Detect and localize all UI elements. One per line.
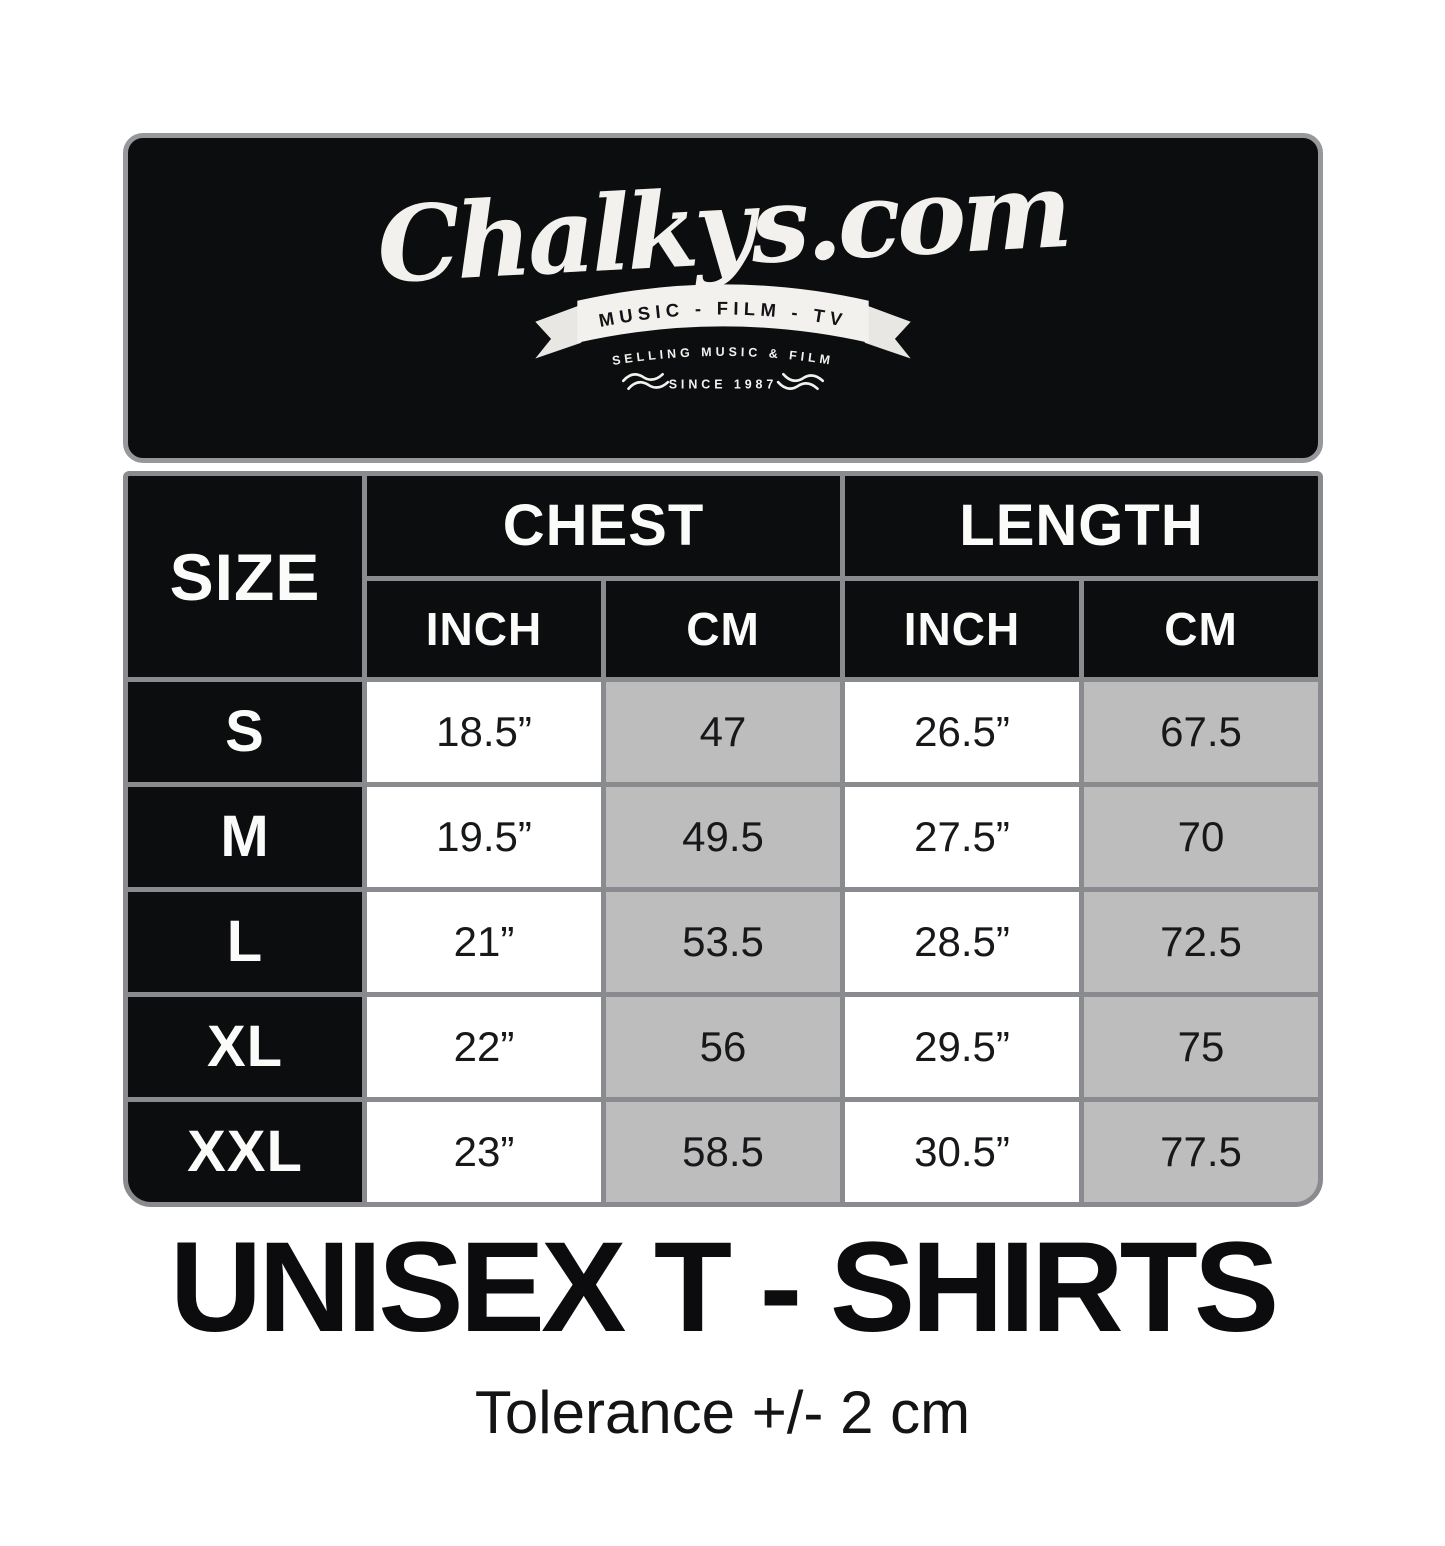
size-column-header: SIZE	[128, 476, 362, 677]
length-inch-value: 26.5”	[845, 682, 1079, 782]
chest-cm-value: 47	[606, 682, 840, 782]
chest-inch-value: 22”	[367, 997, 601, 1097]
ribbon-band-icon	[577, 284, 869, 343]
chest-inch-value: 21”	[367, 892, 601, 992]
chest-inch-header: INCH	[367, 581, 601, 677]
row-size-label: XL	[128, 997, 362, 1097]
row-size-label: M	[128, 787, 362, 887]
flourish-right-icon	[776, 372, 825, 391]
length-cm-value: 77.5	[1084, 1102, 1318, 1202]
length-inch-value: 29.5”	[845, 997, 1079, 1097]
length-cm-value: 75	[1084, 997, 1318, 1097]
row-size-label: L	[128, 892, 362, 992]
length-cm-value: 72.5	[1084, 892, 1318, 992]
tolerance-note: Tolerance +/- 2 cm	[474, 1378, 971, 1446]
chest-cm-value: 58.5	[606, 1102, 840, 1202]
ribbon-banner-icon: MUSIC - FILM - TV SELLING MUSIC & FILM S…	[535, 284, 911, 392]
tagline-text: SELLING MUSIC & FILM	[611, 345, 831, 368]
length-inch-header: INCH	[845, 581, 1079, 677]
size-chart-table: SIZE CHEST LENGTH INCH CM INCH CM S 18.5…	[123, 471, 1323, 1207]
row-size-label: S	[128, 682, 362, 782]
length-cm-value: 70	[1084, 787, 1318, 887]
brand-logo: Chalkys.com	[374, 147, 1072, 308]
since-text: SINCE 1987	[669, 378, 778, 392]
chest-inch-value: 23”	[367, 1102, 601, 1202]
flourish-left-icon	[621, 372, 670, 391]
chest-cm-value: 56	[606, 997, 840, 1097]
chest-cm-value: 49.5	[606, 787, 840, 887]
length-inch-value: 30.5”	[845, 1102, 1079, 1202]
ribbon-banner: MUSIC - FILM - TV SELLING MUSIC & FILM S…	[513, 254, 933, 409]
page-title: UNISEX T - SHIRTS	[169, 1216, 1279, 1359]
chest-inch-value: 18.5”	[367, 682, 601, 782]
ribbon-right-flap-icon	[864, 304, 911, 359]
length-group-header: LENGTH	[845, 476, 1318, 576]
length-inch-value: 28.5”	[845, 892, 1079, 992]
chest-cm-header: CM	[606, 581, 840, 677]
ribbon-left-flap-icon	[535, 304, 582, 359]
chest-group-header: CHEST	[367, 476, 840, 576]
logo-panel: Chalkys.com MUSIC - FILM - TV SELLING MU…	[123, 133, 1323, 463]
svg-text:SELLING MUSIC & FILM: SELLING MUSIC & FILM	[611, 345, 835, 368]
size-chart-sheet: Chalkys.com MUSIC - FILM - TV SELLING MU…	[123, 133, 1323, 1447]
length-cm-value: 67.5	[1084, 682, 1318, 782]
length-inch-value: 27.5”	[845, 787, 1079, 887]
chest-inch-value: 19.5”	[367, 787, 601, 887]
chest-cm-value: 53.5	[606, 892, 840, 992]
length-cm-header: CM	[1084, 581, 1318, 677]
row-size-label: XXL	[128, 1102, 362, 1202]
